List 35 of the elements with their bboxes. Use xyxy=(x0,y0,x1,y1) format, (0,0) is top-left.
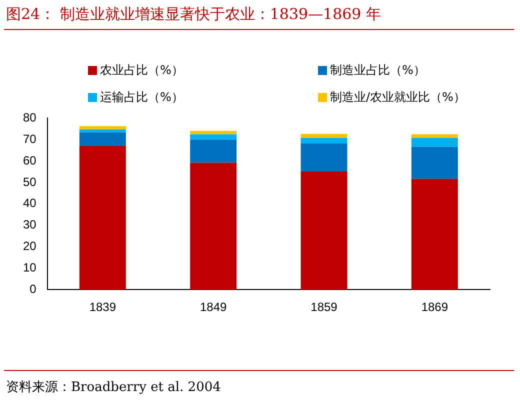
bar xyxy=(79,129,126,132)
y-tick-label: 20 xyxy=(22,239,37,254)
x-tick-label: 1839 xyxy=(89,300,116,314)
x-tick-label: 1869 xyxy=(421,300,448,314)
y-tick-label: 30 xyxy=(22,218,37,232)
bar xyxy=(411,134,458,138)
bar xyxy=(300,138,348,144)
bar xyxy=(190,162,237,290)
bar xyxy=(411,146,458,179)
bar xyxy=(79,146,126,290)
text: 资料来源：Broadberry et al. 2004 xyxy=(6,379,221,396)
y-tick-label: 60 xyxy=(22,153,37,168)
y-tick-label: 80 xyxy=(22,110,37,125)
bar xyxy=(190,130,237,134)
y-tick-label: 10 xyxy=(22,260,37,274)
y-tick-label: 40 xyxy=(22,196,37,210)
bar xyxy=(79,126,126,130)
x-tick-label: 1849 xyxy=(200,300,228,314)
x-tick-label: 1859 xyxy=(310,300,338,314)
chart-title: 图24： 制造业就业增速显著快于农业：1839—1869 年 xyxy=(6,5,381,24)
bar xyxy=(190,134,237,140)
legend-label: 农业占比（%） xyxy=(99,62,184,79)
legend-label: 运输占比（%） xyxy=(99,89,184,106)
legend-label: 制造业/农业就业比（%） xyxy=(329,89,466,106)
bar xyxy=(300,172,348,290)
bar xyxy=(300,143,348,172)
y-tick-label: 70 xyxy=(22,132,37,146)
bar xyxy=(411,138,458,147)
y-tick-label: 50 xyxy=(22,174,37,189)
bar xyxy=(190,140,237,163)
bar xyxy=(300,134,348,138)
bar xyxy=(411,178,458,290)
legend-label: 制造业占比（%） xyxy=(329,62,426,79)
bar xyxy=(79,132,126,146)
y-tick-label: 0 xyxy=(30,282,37,296)
